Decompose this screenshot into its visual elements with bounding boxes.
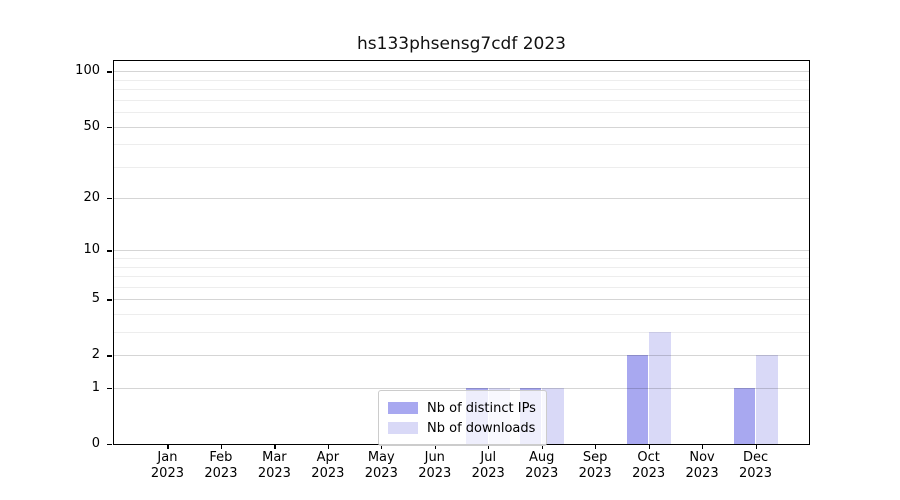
x-tick-label-year: 2023	[364, 465, 398, 481]
x-tick-label-year: 2023	[418, 465, 452, 481]
bar-downloads	[756, 355, 778, 444]
x-tick-label-year: 2023	[525, 465, 559, 481]
y-tick-label: 1	[91, 380, 100, 396]
y-tick-mark	[107, 126, 112, 128]
legend-swatch	[388, 402, 418, 414]
legend-item: Nb of distinct IPs	[388, 398, 536, 418]
y-tick-label: 50	[83, 118, 100, 134]
y-tick-label: 0	[91, 436, 100, 451]
bar-distinct-ips	[626, 355, 649, 444]
x-tick-label-month: May	[367, 450, 395, 465]
legend: Nb of distinct IPs Nb of downloads	[378, 390, 547, 446]
x-tick-label: Dec 2023	[726, 450, 786, 481]
legend-label: Nb of distinct IPs	[427, 400, 536, 416]
x-tick-label-year: 2023	[685, 465, 719, 481]
x-tick-label-year: 2023	[471, 465, 505, 481]
x-tick-label-month: Aug	[528, 450, 555, 465]
x-tick-mark	[220, 445, 223, 449]
x-tick-mark	[488, 445, 490, 449]
x-tick-label: Nov 2023	[672, 450, 732, 481]
x-tick-label: Jan 2023	[137, 450, 197, 481]
legend-label: Nb of downloads	[427, 420, 536, 436]
y-tick-label: 2	[91, 347, 100, 363]
x-tick-mark	[381, 445, 383, 449]
x-tick-mark	[541, 445, 543, 449]
bar-downloads	[649, 332, 671, 444]
x-tick-mark	[702, 445, 704, 449]
bar-distinct-ips	[733, 388, 756, 444]
x-tick-label-month: Apr	[316, 450, 340, 465]
x-tick-mark	[167, 445, 169, 449]
x-tick-label: Jun 2023	[405, 450, 465, 481]
y-tick-mark	[107, 71, 112, 73]
y-tick-label: 5	[91, 291, 100, 307]
x-tick-label: Apr 2023	[298, 450, 358, 481]
x-tick-mark	[274, 445, 276, 449]
x-tick-label-year: 2023	[204, 465, 238, 481]
y-tick-mark	[107, 444, 112, 446]
y-tick-label: 100	[75, 63, 100, 79]
y-tick-mark	[107, 299, 112, 301]
legend-swatch	[388, 422, 418, 434]
x-tick-mark	[595, 445, 597, 449]
x-tick-mark	[327, 445, 330, 449]
x-tick-mark	[755, 445, 757, 449]
y-tick-mark	[107, 198, 112, 200]
y-tick-mark	[107, 388, 112, 390]
x-tick-label: May 2023	[351, 450, 411, 481]
x-tick-label-month: Dec	[742, 450, 769, 465]
y-tick-label: 10	[83, 242, 100, 258]
x-tick-label-month: Feb	[209, 450, 233, 465]
x-tick-label: Mar 2023	[244, 450, 304, 481]
x-tick-label-year: 2023	[632, 465, 666, 481]
x-tick-label-year: 2023	[257, 465, 291, 481]
plot-area: Nb of distinct IPs Nb of downloads	[113, 60, 810, 446]
x-tick-label: Feb 2023	[191, 450, 251, 481]
x-tick-label-month: Mar	[262, 450, 287, 465]
x-tick-mark	[434, 445, 436, 449]
x-tick-label: Sep 2023	[565, 450, 625, 481]
y-tick-mark	[107, 250, 112, 252]
x-tick-label-month: Jul	[480, 450, 497, 465]
x-tick-label-year: 2023	[578, 465, 612, 481]
x-tick-mark	[648, 445, 650, 449]
x-tick-label: Jul 2023	[458, 450, 518, 481]
x-tick-label-year: 2023	[150, 465, 184, 481]
x-tick-label-year: 2023	[738, 465, 773, 481]
y-tick-label: 20	[83, 190, 100, 206]
x-tick-label-month: Nov	[689, 450, 715, 465]
bars-layer	[114, 61, 809, 444]
x-tick-label: Oct 2023	[619, 450, 679, 481]
bar-downloads	[542, 388, 564, 444]
chart-title: hs133phsensg7cdf 2023	[357, 34, 566, 54]
x-tick-label-month: Jun	[424, 450, 445, 465]
x-tick-label-month: Jan	[157, 450, 178, 465]
x-tick-label-month: Sep	[582, 450, 608, 465]
y-tick-mark	[107, 355, 112, 357]
legend-item: Nb of downloads	[388, 418, 536, 438]
x-tick-label-year: 2023	[311, 465, 345, 481]
x-tick-label-month: Oct	[637, 450, 660, 465]
x-tick-label: Aug 2023	[512, 450, 572, 481]
